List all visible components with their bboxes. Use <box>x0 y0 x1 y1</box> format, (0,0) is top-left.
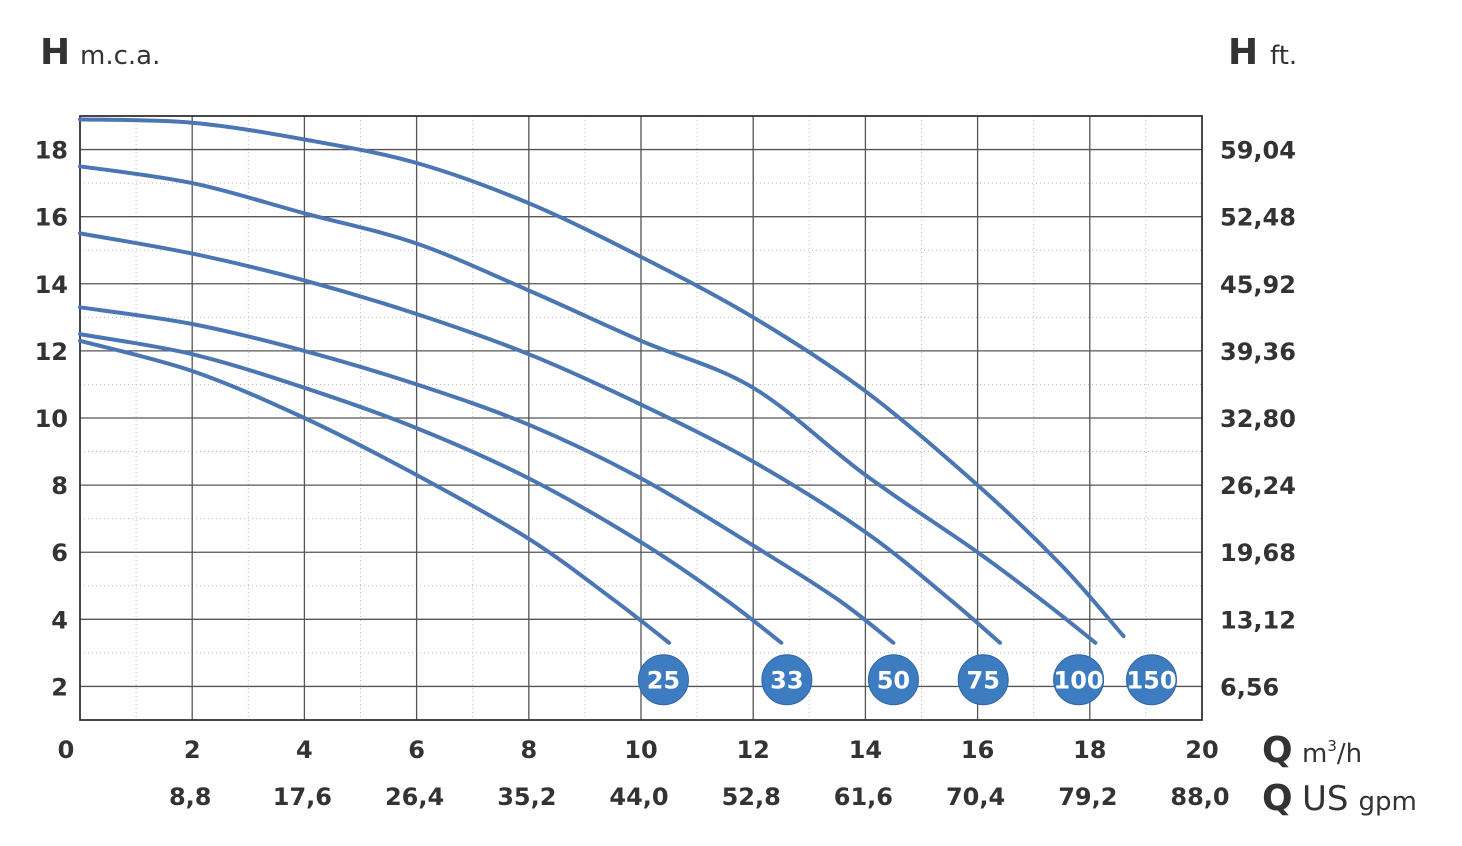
x-tick-label: 4 <box>296 736 313 764</box>
x-tick-label: 20 <box>1185 736 1218 764</box>
right-tick-label: 45,92 <box>1220 271 1296 299</box>
right-axis-unit: ft. <box>1270 41 1297 71</box>
x-tick-label: 10 <box>624 736 657 764</box>
left-axis-symbol: H <box>40 32 70 73</box>
x-secondary-tick-label: 70,4 <box>946 783 1005 811</box>
x-secondary-tick-label: 44,0 <box>609 783 668 811</box>
x-axis-secondary-symbol: Q <box>1262 778 1293 819</box>
x-axis-unit: m3/h <box>1302 737 1362 769</box>
curve-100 <box>78 164 1098 645</box>
right-tick-label: 32,80 <box>1220 405 1296 433</box>
left-tick-label: 8 <box>51 472 68 500</box>
x-secondary-tick-label: 35,2 <box>497 783 556 811</box>
x-secondary-tick-label: 26,4 <box>385 783 444 811</box>
curve-badges: 25 33 50 75 100 150 <box>637 654 1178 706</box>
right-tick-label: 39,36 <box>1220 338 1296 366</box>
plot-frame <box>79 115 1203 721</box>
right-tick-label: 26,24 <box>1220 472 1296 500</box>
left-tick-label: 4 <box>51 606 68 634</box>
right-tick-label: 13,12 <box>1220 606 1296 634</box>
x-secondary-tick-label: 8,8 <box>169 783 212 811</box>
curve-25 <box>78 338 672 645</box>
badge-label-50: 50 <box>877 667 910 695</box>
badge-33 <box>761 654 813 706</box>
badge-25 <box>637 654 689 706</box>
curve-50 <box>78 305 896 645</box>
x-axis-unit-base: m <box>1302 739 1327 769</box>
x-secondary-tick-label: 79,2 <box>1058 783 1117 811</box>
right-tick-label: 6,56 <box>1220 673 1279 701</box>
x-secondary-tick-label: 52,8 <box>722 783 781 811</box>
x-tick-label: 18 <box>1073 736 1106 764</box>
x-axis-unit-tail: /h <box>1337 739 1362 769</box>
x-tick-label: 8 <box>520 736 537 764</box>
curve-150 <box>78 117 1126 639</box>
right-axis-symbol: H <box>1228 32 1258 73</box>
badge-label-25: 25 <box>647 667 680 695</box>
left-tick-label: 2 <box>51 673 68 701</box>
x-axis-secondary-unit-sub: gpm <box>1358 787 1416 817</box>
x-secondary-tick-label: 88,0 <box>1170 783 1229 811</box>
left-tick-label: 14 <box>35 271 68 299</box>
badge-label-33: 33 <box>770 667 803 695</box>
left-tick-label: 10 <box>35 405 68 433</box>
curve-33 <box>78 332 784 645</box>
curve-75 <box>78 231 1002 645</box>
x-tick-label: 2 <box>184 736 201 764</box>
x-tick-label: 6 <box>408 736 425 764</box>
badge-150 <box>1126 654 1178 706</box>
x-tick-label: 0 <box>58 736 75 764</box>
grid <box>79 115 1203 721</box>
right-tick-label: 52,48 <box>1220 204 1296 232</box>
axis-labels: 2 4 6 8 10 12 14 16 18 6,56 13,12 19,68 26,24 32,80 39… <box>35 137 1296 811</box>
x-tick-label: 14 <box>849 736 882 764</box>
right-tick-label: 19,68 <box>1220 539 1296 567</box>
x-axis-secondary-unit: US gpm <box>1302 779 1417 819</box>
badge-50 <box>867 654 919 706</box>
x-axis-symbol: Q <box>1262 730 1293 771</box>
left-axis-unit: m.c.a. <box>80 41 160 71</box>
badge-label-150: 150 <box>1126 667 1176 695</box>
x-tick-label: 16 <box>961 736 994 764</box>
x-secondary-tick-label: 61,6 <box>834 783 893 811</box>
left-tick-label: 6 <box>51 539 68 567</box>
curves <box>78 117 1126 645</box>
right-tick-label: 59,04 <box>1220 137 1296 165</box>
x-axis-unit-sup: 3 <box>1327 737 1337 755</box>
x-secondary-tick-label: 17,6 <box>273 783 332 811</box>
badge-label-75: 75 <box>967 667 1000 695</box>
left-tick-label: 16 <box>35 204 68 232</box>
badge-label-100: 100 <box>1054 667 1104 695</box>
badge-75 <box>957 654 1009 706</box>
left-tick-label: 18 <box>35 137 68 165</box>
x-axis-secondary-unit-main: US <box>1302 779 1348 819</box>
left-tick-label: 12 <box>35 338 68 366</box>
badge-100 <box>1053 654 1105 706</box>
x-tick-label: 12 <box>736 736 769 764</box>
